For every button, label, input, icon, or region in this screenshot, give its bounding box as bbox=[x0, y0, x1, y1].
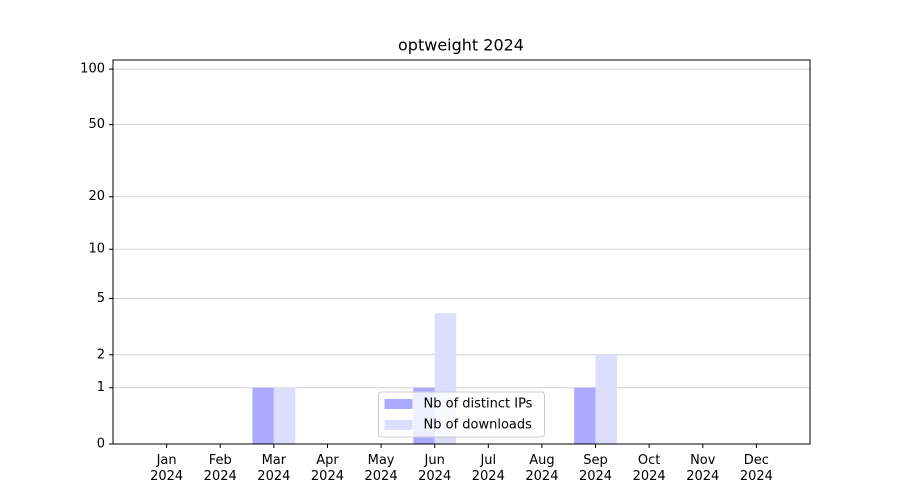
x-tick-label: May 2024 bbox=[364, 453, 398, 484]
x-tick-label: Mar 2024 bbox=[257, 453, 291, 484]
y-tick-label: 100 bbox=[80, 62, 105, 77]
bar bbox=[574, 387, 596, 444]
grid bbox=[113, 68, 810, 445]
legend-label: Nb of downloads bbox=[424, 418, 533, 433]
bar bbox=[252, 387, 274, 444]
x-tick-label: Sep 2024 bbox=[578, 453, 613, 484]
x-tick-label: Oct 2024 bbox=[632, 453, 666, 484]
y-tick-label: 20 bbox=[88, 189, 105, 204]
y-tick-label: 50 bbox=[88, 117, 105, 132]
y-tick-label: 2 bbox=[97, 347, 105, 362]
legend: Nb of distinct IPs Nb of downloads bbox=[378, 391, 545, 438]
y-tick-label: 0 bbox=[97, 437, 105, 452]
y-tick-label: 1 bbox=[97, 380, 105, 395]
x-tick-label: Jul 2024 bbox=[471, 453, 505, 484]
chart-title: optweight 2024 bbox=[398, 36, 524, 55]
x-tick-label: Feb 2024 bbox=[203, 453, 237, 484]
y-tick-label: 5 bbox=[97, 291, 105, 306]
x-tick-label: Nov 2024 bbox=[686, 453, 720, 484]
x-tick-label: Jan 2024 bbox=[150, 453, 184, 484]
x-tick-label: Aug 2024 bbox=[525, 453, 559, 484]
bar bbox=[273, 387, 296, 444]
legend-swatch bbox=[384, 420, 413, 430]
x-tick-label: Dec 2024 bbox=[739, 453, 773, 484]
legend-box bbox=[378, 391, 545, 438]
y-tick-label: 10 bbox=[88, 242, 105, 257]
legend-label: Nb of distinct IPs bbox=[424, 397, 533, 412]
bar bbox=[595, 354, 617, 444]
x-tick-label: Jun 2024 bbox=[418, 453, 452, 484]
legend-swatch bbox=[384, 399, 413, 409]
x-tick-label: Apr 2024 bbox=[310, 453, 344, 484]
axes-frame bbox=[112, 59, 811, 445]
